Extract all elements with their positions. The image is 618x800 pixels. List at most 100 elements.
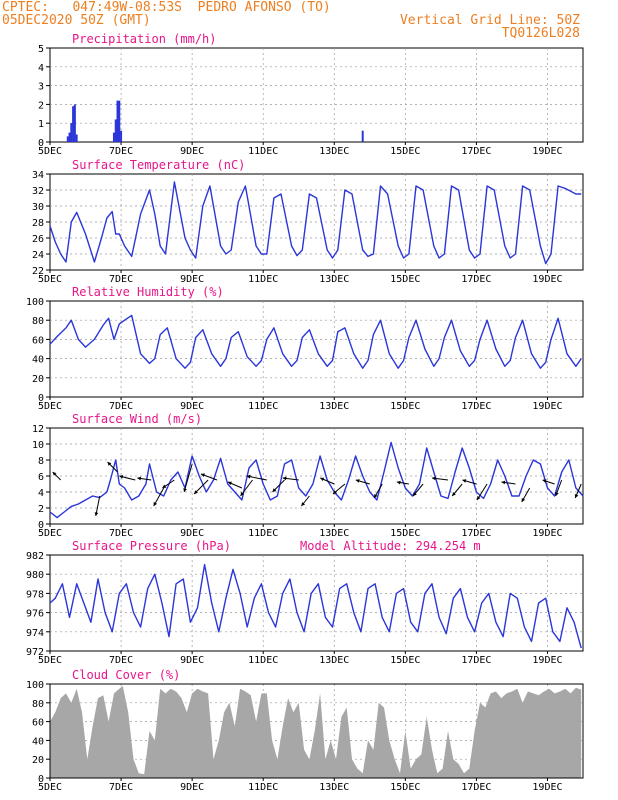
precip-bar [66,136,69,142]
precip-bar [75,134,78,142]
pres-xtick-label: 17DEC [461,655,491,666]
precip-bar [116,100,119,142]
precip-xtick-label: 13DEC [319,146,349,157]
wind-panel [46,427,584,527]
precip-bar [112,132,115,142]
wind-wind-arrowhead [542,479,547,483]
precip-ytick-label: 5 [38,44,44,55]
temp-xtick-label: 5DEC [38,274,62,285]
pres-xtick-label: 15DEC [390,655,420,666]
precip-ytick-label: 1 [38,119,44,130]
cloud-ytick-label: 20 [32,755,44,766]
wind-wind-arrowhead [555,492,559,496]
wind-wind-arrowhead [452,492,456,496]
temp-ytick-label: 30 [32,202,44,213]
header-date: 05DEC2020 50Z (GMT) [2,13,151,28]
rh-ytick-label: 0 [38,393,44,404]
temp-xtick-label: 9DEC [180,274,204,285]
rh-frame [49,300,584,398]
rh-xtick-label: 15DEC [390,401,420,412]
temp-title: Surface Temperature (nC) [72,158,245,172]
pres-ytick-label: 976 [26,609,44,620]
wind-wind-arrowhead [227,481,232,486]
precip-bar [68,132,71,142]
cloud-ytick-label: 60 [32,718,44,729]
cloud-ytick-label: 40 [32,736,44,747]
temp-xtick-label: 17DEC [461,274,491,285]
temp-panel [46,173,584,273]
cloud-panel [46,683,584,781]
wind-wind-arrowhead [183,488,187,492]
temp-xtick-label: 13DEC [319,274,349,285]
wind-wind-arrowhead [332,490,337,494]
cloud-xtick-label: 19DEC [532,782,562,793]
pres-xtick-label: 19DEC [532,655,562,666]
rh-xtick-label: 11DEC [248,401,278,412]
wind-wind-arrowhead [153,502,158,506]
header-grid-label: Vertical Grid Line: 50Z [399,13,580,28]
wind-title: Surface Wind (m/s) [72,412,202,426]
cloud-xtick-label: 15DEC [390,782,420,793]
pres-series-line [49,563,582,649]
pres-subtitle: Model Altitude: 294.254 m [300,539,481,553]
wind-wind-arrowhead [501,480,506,485]
precip-ytick-label: 3 [38,82,44,93]
pres-ytick-label: 974 [26,628,44,639]
precip-bar [361,130,364,142]
temp-ytick-label: 28 [32,218,44,229]
pres-xtick-label: 7DEC [109,655,133,666]
temp-xtick-label: 19DEC [532,274,562,285]
precip-bar [73,104,76,142]
wind-xtick-label: 9DEC [180,528,204,539]
rh-title: Relative Humidity (%) [72,285,224,299]
wind-wind-arrowhead [432,476,436,481]
wind-wind-arrowhead [194,490,198,494]
cloud-ytick-label: 100 [26,680,44,691]
precip-xtick-label: 15DEC [390,146,420,157]
cloud-xtick-label: 9DEC [180,782,204,793]
wind-wind-arrowhead [521,498,526,502]
wind-xtick-label: 5DEC [38,528,62,539]
wind-wind-arrowhead [201,473,205,477]
wind-wind-arrowhead [282,476,287,481]
wind-wind-arrowhead [137,476,141,481]
rh-series-line [49,314,582,369]
wind-xtick-label: 17DEC [461,528,491,539]
precip-frame [49,47,584,143]
rh-xtick-label: 13DEC [319,401,349,412]
wind-wind-arrowhead [272,488,277,492]
rh-xtick-label: 9DEC [180,401,204,412]
wind-xtick-label: 15DEC [390,528,420,539]
rh-ytick-label: 40 [32,355,44,366]
pres-xtick-label: 13DEC [319,655,349,666]
wind-wind-arrowhead [119,475,124,479]
temp-series-line [49,181,582,265]
wind-wind-arrowhead [320,477,325,482]
wind-wind-arrowhead [301,502,306,506]
precip-xtick-label: 5DEC [38,146,62,157]
rh-xtick-label: 7DEC [109,401,133,412]
pres-ytick-label: 972 [26,647,44,658]
wind-wind-arrowhead [355,479,360,483]
cloud-title: Cloud Cover (%) [72,668,180,682]
precip-title: Precipitation (mm/h) [72,32,217,46]
precip-xtick-label: 9DEC [180,146,204,157]
wind-xtick-label: 11DEC [248,528,278,539]
pres-ytick-label: 982 [26,551,44,562]
wind-wind-arrowhead [94,512,99,516]
wind-wind-arrowhead [107,462,112,466]
wind-wind-arrowhead [240,492,245,496]
cloud-frame-top [49,683,584,779]
rh-xtick-label: 19DEC [532,401,562,412]
precip-ytick-label: 0 [38,138,44,149]
precip-bar [70,123,73,142]
precip-panel [46,47,584,145]
wind-series-line [49,441,584,519]
wind-wind-arrowhead [462,479,467,483]
precip-xtick-label: 7DEC [109,146,133,157]
rh-ytick-label: 100 [26,297,44,308]
pres-ytick-label: 978 [26,589,44,600]
temp-ytick-label: 24 [32,250,44,261]
